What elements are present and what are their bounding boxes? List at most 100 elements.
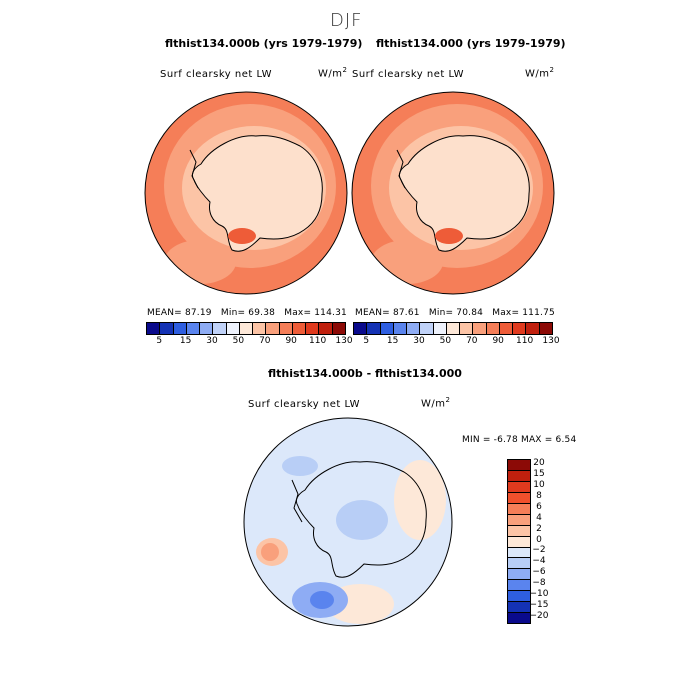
top-right-colorbar-swatch: [485, 323, 499, 334]
bottom-units-exponent: 2: [445, 396, 451, 404]
top-left-colorbar-tick-label: 15: [179, 336, 192, 346]
top-right-colorbar-swatch: [512, 323, 526, 334]
diff-colorbar-swatch: [508, 612, 530, 624]
bottom-min-value: -6.78: [493, 435, 518, 445]
top-left-colorbar-swatch: [172, 323, 186, 334]
diff-colorbar-swatch: [508, 557, 530, 569]
diff-colorbar-swatch: [508, 590, 530, 602]
top-left-peninsula: [189, 149, 199, 189]
top-right-colorbar-swatch: [379, 323, 393, 334]
top-left-panel-title: flthist134.000b (yrs 1979-1979): [165, 37, 363, 50]
top-right-colorbar-swatch: [392, 323, 407, 334]
bottom-warm-patch-east: [394, 460, 446, 540]
top-left-min-label: Min=: [220, 308, 246, 318]
diff-colorbar-swatch: [508, 502, 530, 514]
diff-colorbar-tick-label: −6: [532, 567, 546, 578]
diff-colorbar-tick-label: −8: [532, 577, 546, 588]
top-right-colorbar-ticks: 5 15 30 50 70 90 110 130: [353, 336, 559, 348]
top-right-min-label: Min=: [428, 308, 454, 318]
diff-colorbar-tick-label: 8: [536, 491, 542, 502]
diff-colorbar-tick-label: −20: [529, 610, 549, 621]
season-title: DJF: [330, 10, 363, 31]
top-right-min-value: 70.84: [456, 308, 484, 318]
bottom-panel-title: flthist134.000b - flthist134.000: [268, 367, 462, 380]
bottom-units: W/m: [421, 398, 446, 410]
top-right-colorbar-swatch: [406, 323, 420, 334]
top-left-colorbar-swatch: [212, 323, 226, 334]
diff-colorbar: [507, 459, 531, 624]
top-right-colorbar-swatch: [366, 323, 380, 334]
top-right-colorbar-swatch: [538, 323, 552, 334]
top-left-colorbar-swatch: [252, 323, 266, 334]
top-right-units-exponent: 2: [549, 66, 555, 74]
top-left-colorbar-swatch: [291, 323, 306, 334]
diff-colorbar-tick-label: −4: [532, 556, 546, 567]
top-left-colorbar-swatch: [331, 323, 345, 334]
top-left-colorbar-swatch: [199, 323, 213, 334]
bottom-min-label: MIN =: [462, 435, 491, 445]
top-right-colorbar-swatch: [445, 323, 460, 334]
diff-colorbar-swatch: [508, 546, 530, 558]
top-left-colorbar-tick-label: 5: [156, 336, 163, 346]
top-right-colorbar-tick-label: 130: [542, 336, 560, 346]
top-right-colorbar-tick-label: 15: [386, 336, 399, 346]
top-right-colorbar-tick-label: 110: [516, 336, 534, 346]
top-left-colorbar-swatch: [159, 323, 173, 334]
top-right-map: [352, 92, 554, 294]
bottom-positive-anomaly: [261, 543, 279, 561]
diff-colorbar-tick-label: 20: [533, 458, 545, 469]
top-left-map-border: [144, 91, 348, 295]
top-left-colorbar-tick-label: 30: [206, 336, 218, 346]
bottom-neg-patch-interior: [336, 500, 388, 540]
top-left-units: W/m: [318, 68, 343, 80]
top-left-colorbar-swatch: [147, 323, 160, 334]
diff-colorbar-tick-label: 4: [536, 512, 542, 523]
top-left-colorbar-tick-label: 130: [335, 336, 353, 346]
diff-colorbar-swatch: [508, 513, 530, 525]
top-right-map-border: [351, 91, 555, 295]
diff-colorbar-tick-label: −15: [529, 599, 549, 610]
top-right-max-value: 111.75: [522, 308, 555, 318]
diff-colorbar-swatch: [508, 568, 530, 580]
top-left-variable-label: Surf clearsky net LW: [160, 69, 273, 80]
top-right-colorbar-swatch: [472, 323, 486, 334]
diff-colorbar-tick-label: −10: [529, 588, 549, 599]
top-right-colorbar-swatch: [498, 323, 513, 334]
top-left-southern-band: [164, 240, 236, 284]
top-right-variable-label: Surf clearsky net LW: [352, 69, 465, 80]
diff-colorbar-tick-label: 2: [536, 523, 542, 534]
top-left-units-exponent: 2: [342, 66, 348, 74]
top-left-colorbar-swatch: [318, 323, 332, 334]
top-left-max-value: 114.31: [314, 308, 347, 318]
top-right-colorbar-swatch: [459, 323, 473, 334]
top-left-colorbar-tick-label: 50: [232, 336, 245, 346]
top-left-mean-label: MEAN=: [147, 308, 182, 318]
diff-colorbar-swatch: [508, 579, 530, 591]
bottom-min-max: MIN = -6.78 MAX = 6.54: [462, 435, 576, 445]
top-left-min-value: 69.38: [248, 308, 276, 318]
top-right-colorbar: [353, 322, 553, 335]
top-left-mean-value: 87.19: [184, 308, 212, 318]
bottom-units-label: W/m2: [421, 396, 450, 409]
bottom-variable-label: Surf clearsky net LW: [248, 399, 361, 410]
bottom-strong-negative-anomaly: [310, 591, 334, 609]
top-left-colorbar-tick-label: 90: [285, 336, 297, 346]
top-right-panel-title: flthist134.000 (yrs 1979-1979): [376, 37, 566, 50]
top-right-colorbar-tick-label: 50: [439, 336, 452, 346]
top-right-colorbar-swatch: [432, 323, 446, 334]
top-left-colorbar-swatch: [305, 323, 319, 334]
bottom-max-label: MAX =: [520, 435, 553, 445]
diff-colorbar-tick-label: 6: [536, 501, 542, 512]
top-right-units: W/m: [525, 68, 550, 80]
top-right-mean-value: 87.61: [392, 308, 420, 318]
top-left-map: [145, 92, 347, 294]
diff-colorbar-tick-label: 10: [533, 480, 545, 491]
top-right-units-label: W/m2: [525, 66, 554, 79]
top-left-colorbar: [146, 322, 346, 335]
top-left-colorbar-ticks: 5 15 30 50 70 90 110 130: [146, 336, 352, 348]
bottom-max-value: 6.54: [555, 435, 577, 445]
top-left-units-label: W/m2: [318, 66, 347, 79]
top-left-colorbar-tick-label: 110: [309, 336, 327, 346]
